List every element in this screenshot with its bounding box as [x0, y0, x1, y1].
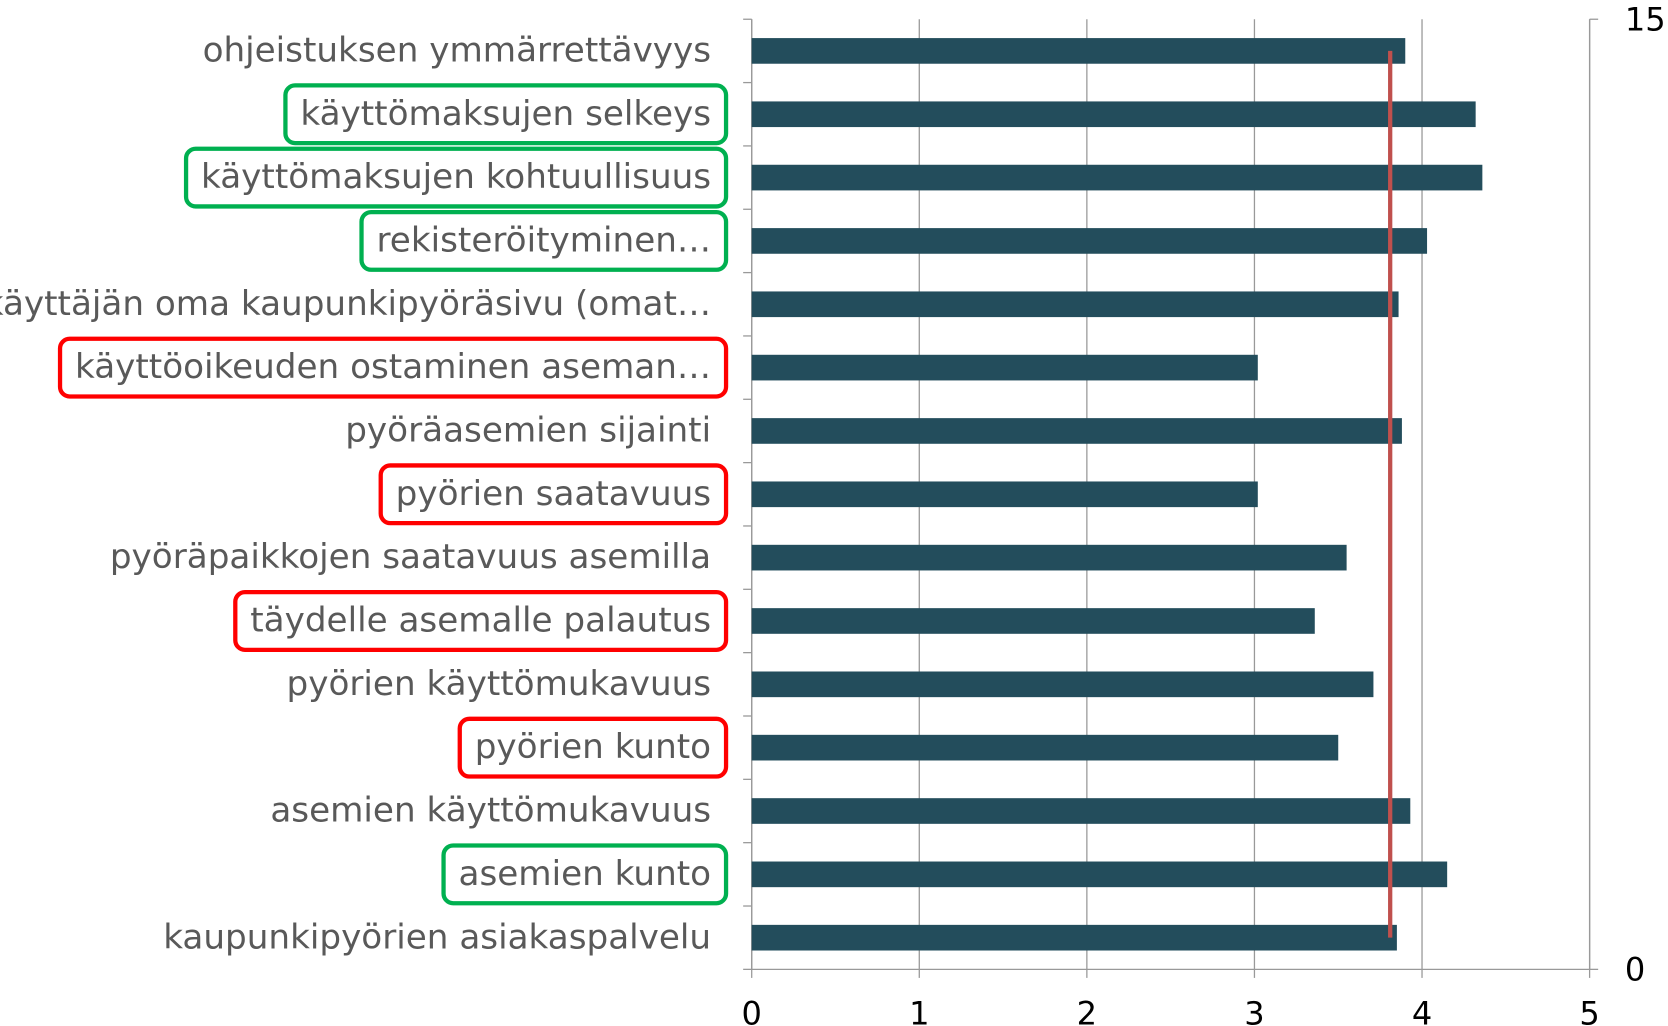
x-tick-label: 5 [1579, 994, 1599, 1026]
category-label: pyörien saatavuus [396, 474, 711, 514]
bar [751, 164, 1483, 191]
category-label: pyöräpaikkojen saatavuus asemilla [110, 537, 711, 577]
bar [751, 481, 1258, 508]
x-tick-label: 4 [1412, 994, 1432, 1026]
bar [751, 924, 1397, 951]
x-tick-label: 3 [1244, 994, 1264, 1026]
category-label: ohjeistuksen ymmärrettävyys [203, 30, 712, 70]
bar [751, 354, 1258, 381]
category-label: rekisteröityminen… [376, 221, 711, 261]
highlight-box [183, 146, 729, 209]
y2-tick-label: 0 [1625, 950, 1645, 988]
highlight-box [359, 209, 729, 272]
category-label: pyöräasemien sijainti [345, 411, 711, 451]
category-label: käyttöoikeuden ostaminen aseman… [75, 347, 711, 387]
bar [751, 418, 1402, 444]
category-label: asemien käyttömukavuus [270, 791, 711, 831]
highlight-box [441, 843, 729, 906]
bar [751, 861, 1448, 888]
bar [751, 291, 1399, 318]
highlight-box [283, 83, 729, 146]
category-label: käyttömaksujen selkeys [300, 94, 711, 134]
category-label: käyttäjän oma kaupunkipyöräsivu (omat… [0, 284, 711, 324]
highlight-box [233, 589, 729, 652]
highlight-box [457, 716, 729, 779]
category-label: pyörien kunto [475, 727, 711, 767]
bar [751, 798, 1411, 824]
highlight-box [57, 336, 729, 399]
category-label: kaupunkipyörien asiakaspalvelu [163, 917, 711, 957]
bar [751, 544, 1347, 571]
bar [751, 734, 1339, 761]
bar [751, 38, 1406, 64]
category-label: käyttömaksujen kohtuullisuus [201, 157, 711, 197]
x-tick-label: 1 [909, 994, 929, 1026]
bar [751, 101, 1476, 128]
y2-tick-label: 15 [1625, 0, 1666, 38]
category-label: täydelle asemalle palautus [250, 601, 711, 641]
category-label: pyörien käyttömukavuus [287, 664, 712, 704]
highlight-box [378, 463, 729, 526]
category-label: asemien kunto [459, 854, 712, 894]
bar [751, 671, 1374, 698]
x-tick-label: 2 [1077, 994, 1097, 1026]
bar [751, 228, 1428, 254]
bar [751, 608, 1315, 634]
x-tick-label: 0 [742, 994, 762, 1026]
